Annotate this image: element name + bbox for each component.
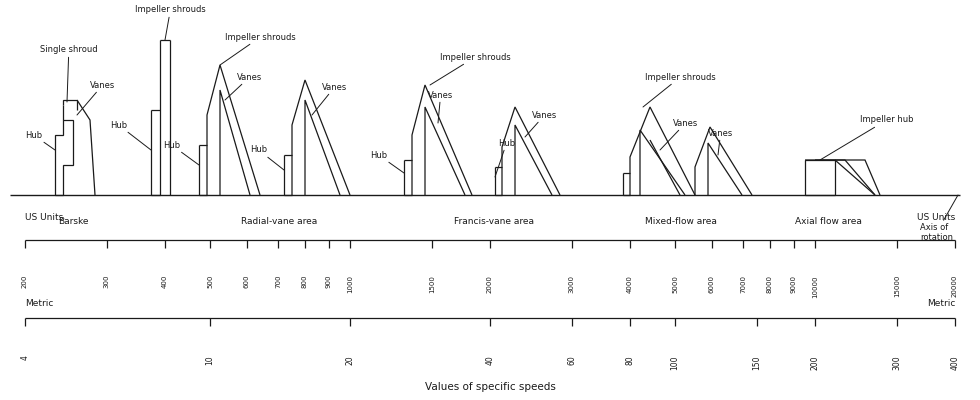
Text: 100: 100 bbox=[670, 355, 679, 370]
Text: Mixed-flow area: Mixed-flow area bbox=[645, 217, 717, 226]
Text: 8000: 8000 bbox=[767, 275, 773, 293]
Text: 80: 80 bbox=[625, 355, 634, 365]
Text: 5000: 5000 bbox=[672, 275, 678, 293]
Text: Hub: Hub bbox=[25, 130, 55, 150]
Text: 60: 60 bbox=[567, 355, 576, 365]
Text: Vanes: Vanes bbox=[428, 90, 454, 123]
Text: Vanes: Vanes bbox=[708, 128, 733, 155]
Text: 20: 20 bbox=[346, 355, 355, 365]
Text: Values of specific speeds: Values of specific speeds bbox=[424, 382, 556, 392]
Text: Metric: Metric bbox=[927, 299, 955, 308]
Text: 40: 40 bbox=[485, 355, 495, 365]
Text: Impeller hub: Impeller hub bbox=[820, 116, 913, 160]
Text: US Units: US Units bbox=[916, 213, 955, 222]
Text: 150: 150 bbox=[753, 355, 761, 370]
Text: Impeller shrouds: Impeller shrouds bbox=[135, 6, 206, 40]
Text: 9000: 9000 bbox=[791, 275, 797, 293]
Text: 300: 300 bbox=[893, 355, 902, 370]
Text: Single shroud: Single shroud bbox=[40, 46, 98, 102]
Text: Francis-vane area: Francis-vane area bbox=[454, 217, 534, 226]
Text: 20000: 20000 bbox=[952, 275, 958, 297]
Text: US Units: US Units bbox=[25, 213, 64, 222]
Text: 3000: 3000 bbox=[568, 275, 575, 293]
Text: 600: 600 bbox=[244, 275, 250, 288]
Text: 1500: 1500 bbox=[429, 275, 435, 293]
Text: Barske: Barske bbox=[58, 217, 88, 226]
Text: Metric: Metric bbox=[25, 299, 53, 308]
Text: 800: 800 bbox=[302, 275, 308, 288]
Text: 500: 500 bbox=[207, 275, 213, 288]
Text: Hub: Hub bbox=[163, 140, 199, 165]
Text: 6000: 6000 bbox=[709, 275, 714, 293]
Text: Vanes: Vanes bbox=[77, 80, 116, 115]
Text: 400: 400 bbox=[951, 355, 959, 370]
Text: 10000: 10000 bbox=[812, 275, 818, 298]
Text: Hub: Hub bbox=[110, 120, 151, 150]
Text: 200: 200 bbox=[810, 355, 819, 370]
Text: Hub: Hub bbox=[370, 150, 404, 173]
Text: Impeller shrouds: Impeller shrouds bbox=[220, 32, 296, 65]
Text: 400: 400 bbox=[162, 275, 168, 288]
Text: 200: 200 bbox=[22, 275, 28, 288]
Text: 2000: 2000 bbox=[487, 275, 493, 293]
Text: 10: 10 bbox=[206, 355, 215, 365]
Text: 4: 4 bbox=[21, 355, 29, 360]
Text: 7000: 7000 bbox=[740, 275, 746, 293]
Text: Impeller shrouds: Impeller shrouds bbox=[430, 52, 511, 85]
Text: Hub: Hub bbox=[495, 138, 515, 177]
Text: Vanes: Vanes bbox=[525, 110, 558, 137]
Text: Axis of
rotation: Axis of rotation bbox=[920, 195, 958, 242]
Text: Hub: Hub bbox=[250, 146, 284, 170]
Text: 900: 900 bbox=[325, 275, 332, 288]
Text: 15000: 15000 bbox=[894, 275, 900, 297]
Text: 300: 300 bbox=[104, 275, 110, 288]
Text: 1000: 1000 bbox=[347, 275, 353, 293]
Text: Vanes: Vanes bbox=[312, 82, 347, 115]
Text: 4000: 4000 bbox=[627, 275, 633, 293]
Text: Radial-vane area: Radial-vane area bbox=[241, 217, 318, 226]
Text: Vanes: Vanes bbox=[225, 72, 263, 100]
Text: Axial flow area: Axial flow area bbox=[795, 217, 861, 226]
Text: Impeller shrouds: Impeller shrouds bbox=[643, 72, 715, 107]
Text: Vanes: Vanes bbox=[660, 118, 698, 150]
Text: 700: 700 bbox=[275, 275, 281, 288]
